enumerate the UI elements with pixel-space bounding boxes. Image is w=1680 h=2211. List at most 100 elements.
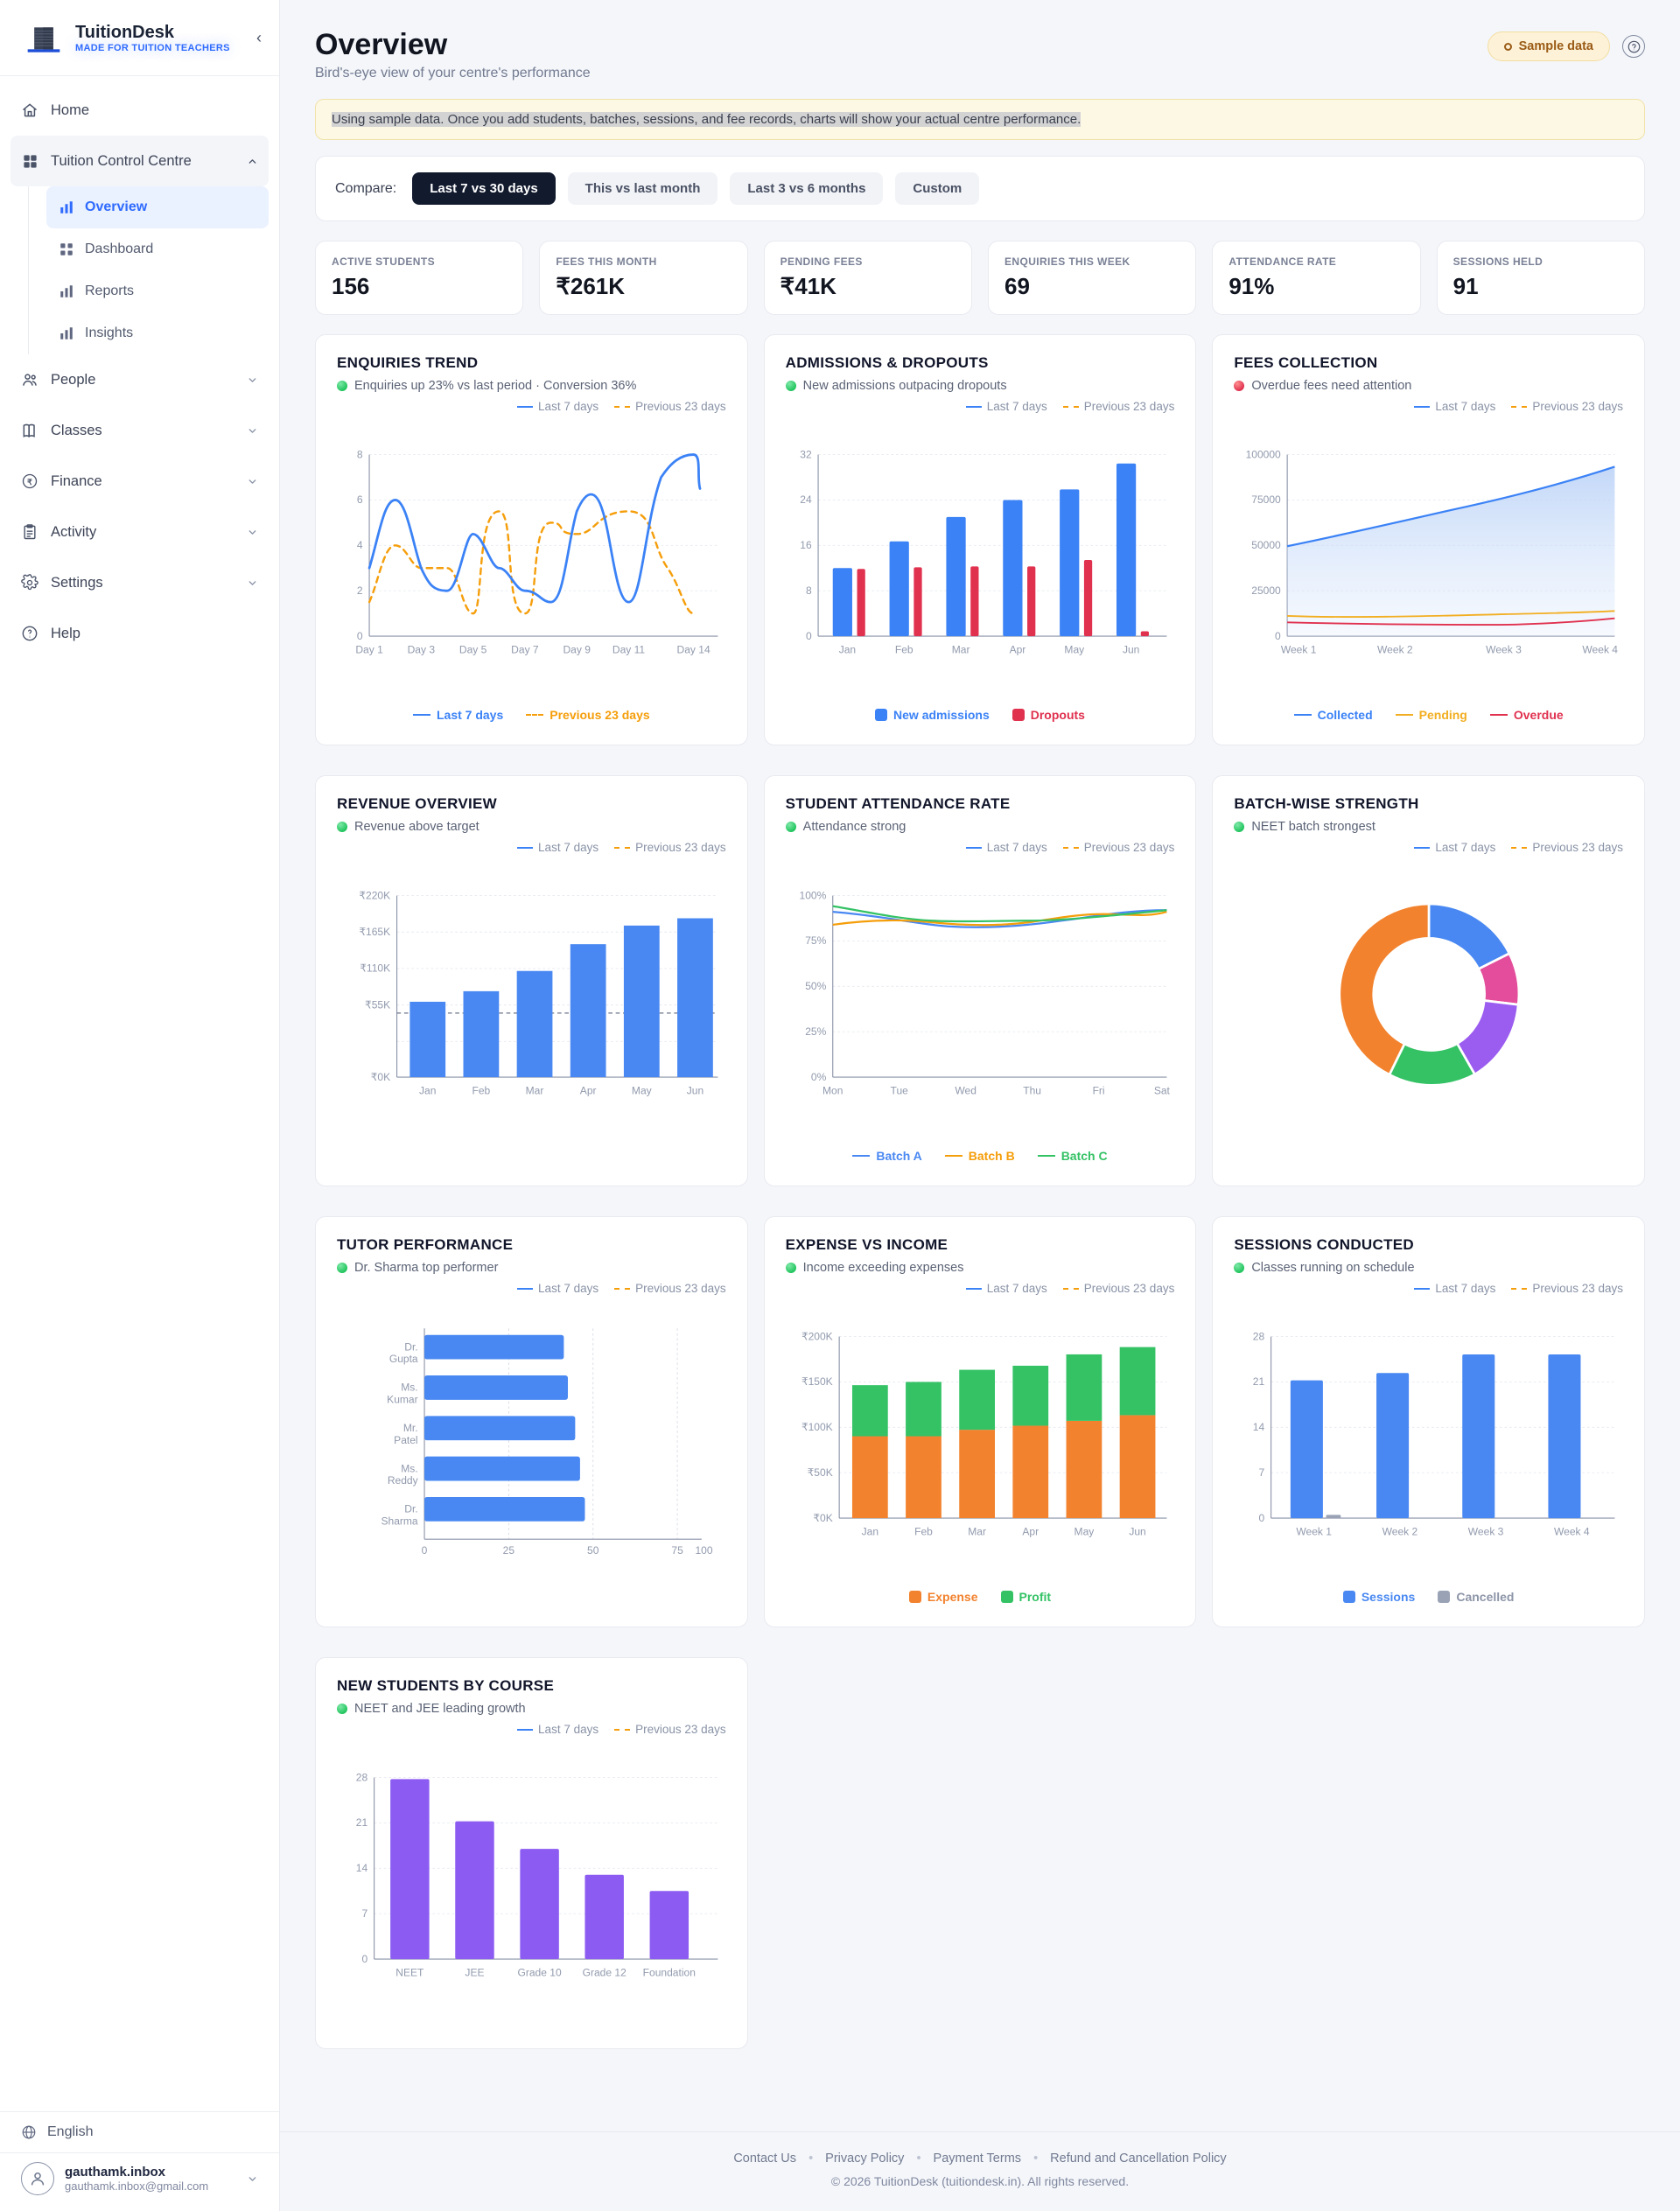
svg-text:Week 4: Week 4 — [1554, 1526, 1590, 1538]
svg-text:8: 8 — [357, 448, 363, 460]
svg-text:₹100K: ₹100K — [802, 1421, 833, 1433]
svg-text:Jun: Jun — [1123, 644, 1139, 656]
svg-text:Grade 10: Grade 10 — [518, 1967, 562, 1979]
svg-text:25: 25 — [503, 1544, 515, 1557]
svg-text:May: May — [1074, 1526, 1094, 1538]
svg-text:Week 2: Week 2 — [1382, 1526, 1418, 1538]
svg-text:Feb: Feb — [895, 644, 914, 656]
svg-text:₹110K: ₹110K — [360, 962, 390, 975]
svg-text:Week 2: Week 2 — [1377, 644, 1413, 656]
svg-text:Tue: Tue — [890, 1085, 908, 1097]
svg-text:NEET: NEET — [396, 1967, 424, 1979]
svg-text:50%: 50% — [805, 980, 826, 992]
svg-text:Foundation: Foundation — [643, 1967, 696, 1979]
svg-text:₹0K: ₹0K — [371, 1071, 390, 1083]
svg-text:Mar: Mar — [526, 1085, 544, 1097]
svg-text:May: May — [1064, 644, 1084, 656]
svg-text:25%: 25% — [805, 1025, 826, 1038]
svg-text:Day 14: Day 14 — [677, 644, 710, 656]
svg-text:Jan: Jan — [838, 644, 855, 656]
svg-text:Reddy: Reddy — [388, 1474, 418, 1487]
svg-text:Ms.: Ms. — [401, 1462, 417, 1474]
svg-text:Ms.: Ms. — [401, 1382, 417, 1394]
svg-text:0: 0 — [422, 1544, 428, 1557]
svg-text:Jan: Jan — [861, 1526, 878, 1538]
svg-text:Apr: Apr — [1009, 644, 1026, 656]
svg-text:JEE: JEE — [465, 1967, 484, 1979]
svg-text:Patel: Patel — [394, 1434, 417, 1446]
svg-text:14: 14 — [1253, 1421, 1265, 1433]
svg-text:75: 75 — [671, 1544, 683, 1557]
svg-text:24: 24 — [800, 493, 812, 506]
svg-text:Feb: Feb — [472, 1085, 491, 1097]
svg-text:Day 5: Day 5 — [459, 644, 487, 656]
svg-text:₹220K: ₹220K — [359, 889, 390, 901]
svg-text:₹165K: ₹165K — [359, 926, 390, 938]
svg-text:Day 3: Day 3 — [408, 644, 436, 656]
svg-text:100: 100 — [695, 1544, 712, 1557]
svg-text:4: 4 — [357, 539, 363, 551]
svg-text:₹0K: ₹0K — [813, 1512, 832, 1524]
svg-text:75000: 75000 — [1252, 493, 1282, 506]
svg-text:Grade 12: Grade 12 — [583, 1967, 626, 1979]
svg-text:2: 2 — [357, 584, 363, 597]
svg-text:May: May — [632, 1085, 652, 1097]
svg-text:50: 50 — [587, 1544, 599, 1557]
svg-text:Gupta: Gupta — [389, 1353, 418, 1365]
svg-text:0: 0 — [1259, 1512, 1265, 1524]
svg-text:0: 0 — [806, 630, 812, 642]
svg-text:Jan: Jan — [419, 1085, 436, 1097]
svg-text:7: 7 — [361, 1907, 368, 1920]
svg-text:Week 1: Week 1 — [1297, 1526, 1333, 1538]
svg-text:Mar: Mar — [968, 1526, 986, 1538]
svg-text:Mon: Mon — [822, 1085, 843, 1097]
svg-text:Sharma: Sharma — [381, 1515, 417, 1527]
svg-text:16: 16 — [800, 539, 812, 551]
svg-text:Day 9: Day 9 — [563, 644, 591, 656]
svg-text:Jun: Jun — [1129, 1526, 1145, 1538]
svg-text:Day 7: Day 7 — [511, 644, 539, 656]
svg-text:Mar: Mar — [951, 644, 970, 656]
svg-text:21: 21 — [1253, 1375, 1265, 1388]
svg-text:₹50K: ₹50K — [807, 1466, 832, 1479]
svg-text:Day 11: Day 11 — [612, 644, 646, 656]
svg-text:28: 28 — [1253, 1330, 1265, 1342]
svg-text:Dr.: Dr. — [404, 1503, 417, 1515]
svg-text:Week 4: Week 4 — [1583, 644, 1619, 656]
svg-text:14: 14 — [356, 1862, 368, 1874]
svg-text:75%: 75% — [805, 934, 826, 947]
svg-text:Dr.: Dr. — [404, 1340, 417, 1353]
svg-text:28: 28 — [356, 1771, 368, 1783]
svg-text:Week 3: Week 3 — [1468, 1526, 1504, 1538]
svg-text:0%: 0% — [811, 1071, 827, 1083]
svg-text:32: 32 — [800, 448, 812, 460]
svg-text:0: 0 — [1275, 630, 1281, 642]
svg-text:Apr: Apr — [1022, 1526, 1039, 1538]
svg-text:Week 1: Week 1 — [1281, 644, 1317, 656]
svg-text:21: 21 — [356, 1816, 368, 1829]
svg-text:Feb: Feb — [914, 1526, 933, 1538]
svg-text:Mr.: Mr. — [403, 1422, 418, 1434]
svg-text:Jun: Jun — [687, 1085, 704, 1097]
svg-text:Kumar: Kumar — [387, 1394, 417, 1406]
svg-text:8: 8 — [806, 584, 812, 597]
svg-text:6: 6 — [357, 493, 363, 506]
svg-text:Apr: Apr — [580, 1085, 597, 1097]
svg-text:₹: ₹ — [27, 478, 32, 486]
svg-text:0: 0 — [357, 630, 363, 642]
svg-text:₹55K: ₹55K — [365, 998, 390, 1011]
svg-text:100%: 100% — [799, 889, 826, 901]
svg-text:₹150K: ₹150K — [802, 1375, 833, 1388]
svg-text:50000: 50000 — [1252, 539, 1282, 551]
svg-text:₹200K: ₹200K — [802, 1330, 833, 1342]
svg-text:Fri: Fri — [1092, 1085, 1104, 1097]
svg-text:Week 3: Week 3 — [1487, 644, 1522, 656]
svg-text:Day 1: Day 1 — [355, 644, 383, 656]
svg-text:Sat: Sat — [1153, 1085, 1170, 1097]
svg-text:25000: 25000 — [1252, 584, 1282, 597]
svg-text:100000: 100000 — [1246, 448, 1281, 460]
svg-text:0: 0 — [361, 1953, 368, 1965]
svg-text:7: 7 — [1259, 1466, 1265, 1479]
svg-text:Thu: Thu — [1023, 1085, 1041, 1097]
svg-text:Wed: Wed — [955, 1085, 976, 1097]
